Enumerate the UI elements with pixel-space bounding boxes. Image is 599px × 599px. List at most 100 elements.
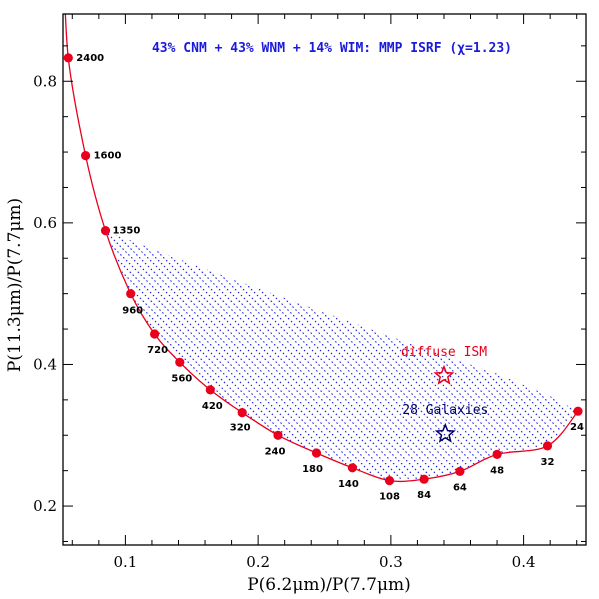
hatch-line [105,230,335,481]
hatch-line [105,230,279,481]
diffuse-ism-label: diffuse ISM [401,345,487,360]
hatch-line [479,230,578,481]
hatch-line [455,230,578,481]
point-label: 320 [230,423,251,434]
plot-frame [62,13,587,546]
point-label: 2400 [76,53,104,64]
hatch-line [527,230,578,481]
hatch-line [592,150,599,500]
point-label: 1600 [94,151,122,162]
hatch-line [105,230,391,481]
hatch-line [105,230,191,481]
point-label: 108 [379,492,400,503]
hatch-line [105,230,215,481]
hatch-line [399,230,578,481]
y-tick-label: 0.2 [33,497,57,515]
hatch-line [471,230,578,481]
hatch-line [105,230,183,481]
hatch-line [105,230,327,481]
hatch-line [105,230,359,481]
data-point [175,357,185,367]
x-tick-label: 0.2 [246,553,270,571]
hatch-line [439,230,578,481]
point-label: 24 [570,422,584,433]
axis-ticks: 0.1 0.2 0.3 0.4 0.2 0.4 0.6 0.8 [33,14,586,571]
hatch-line [207,230,559,481]
hatch-line [367,230,578,481]
point-label: 48 [490,465,504,476]
hatch-line [105,230,415,481]
hatch-line [105,230,439,481]
x-tick-label: 0.4 [512,553,536,571]
galaxies-star [434,422,456,443]
point-label: 560 [171,373,192,384]
hatch-line [327,230,578,481]
hatch-line [431,230,578,481]
hatch-line [319,230,578,481]
hatch-line [119,230,471,481]
hatch-line [143,230,495,481]
hatch-line [199,230,551,481]
hatch-line [463,230,578,481]
x-tick-label: 0.3 [379,553,403,571]
hatch-line [407,230,578,481]
data-points [63,53,583,486]
hatch-line [447,230,578,481]
data-point [384,476,395,486]
hatch-line [303,230,578,481]
hatch-line [105,230,447,481]
hatch-line [105,230,199,481]
hatch-line [543,230,578,481]
series-line [64,14,579,483]
point-label: 32 [541,457,555,468]
data-point [237,408,247,418]
data-point [542,441,553,451]
hatch-line [105,230,431,481]
data-point [273,430,283,440]
hatch-line [127,230,479,481]
model-curve [64,14,579,483]
point-label: 84 [417,490,431,501]
hatch-line [151,230,503,481]
data-point [573,406,583,416]
hatch-line [559,230,578,481]
point-label: 240 [265,446,286,457]
data-point [492,449,502,459]
hatch-line [175,230,527,481]
y-axis-label: P(11.3μm)/P(7.7μm) [5,198,25,372]
hatch-line [111,230,463,481]
hatch-line [191,230,543,481]
hatch-line [375,230,578,481]
point-label: 64 [453,482,467,493]
hatch-line [105,230,455,481]
hatch-line [239,230,578,481]
hatch-line [105,230,383,481]
hatch-line [105,230,295,481]
hatch-line [105,230,247,481]
hatch-line [383,230,578,481]
data-point [126,289,136,299]
diffuse-ism-star [433,364,455,385]
hatch-line [167,230,519,481]
hatch-line [391,230,578,481]
hatched-region [105,150,599,500]
point-label: 960 [122,306,143,317]
point-label: 180 [302,464,323,475]
hatch-line [105,230,287,481]
hatch-line [351,230,578,481]
point-label: 720 [147,345,168,356]
hatch-line [343,230,578,481]
point-label: 420 [202,401,223,412]
x-axis-label: P(6.2μm)/P(7.7μm) [247,575,411,595]
data-point [63,53,73,63]
hatch-line [135,230,487,481]
y-tick-label: 0.6 [33,214,57,232]
hatch-line [105,230,375,481]
y-tick-label: 0.4 [33,355,57,373]
hatch-line [183,230,535,481]
hatch-line [551,230,578,481]
data-point [455,466,465,476]
hatch-line [567,230,578,481]
hatch-line [311,230,578,481]
hatch-line [105,230,423,481]
